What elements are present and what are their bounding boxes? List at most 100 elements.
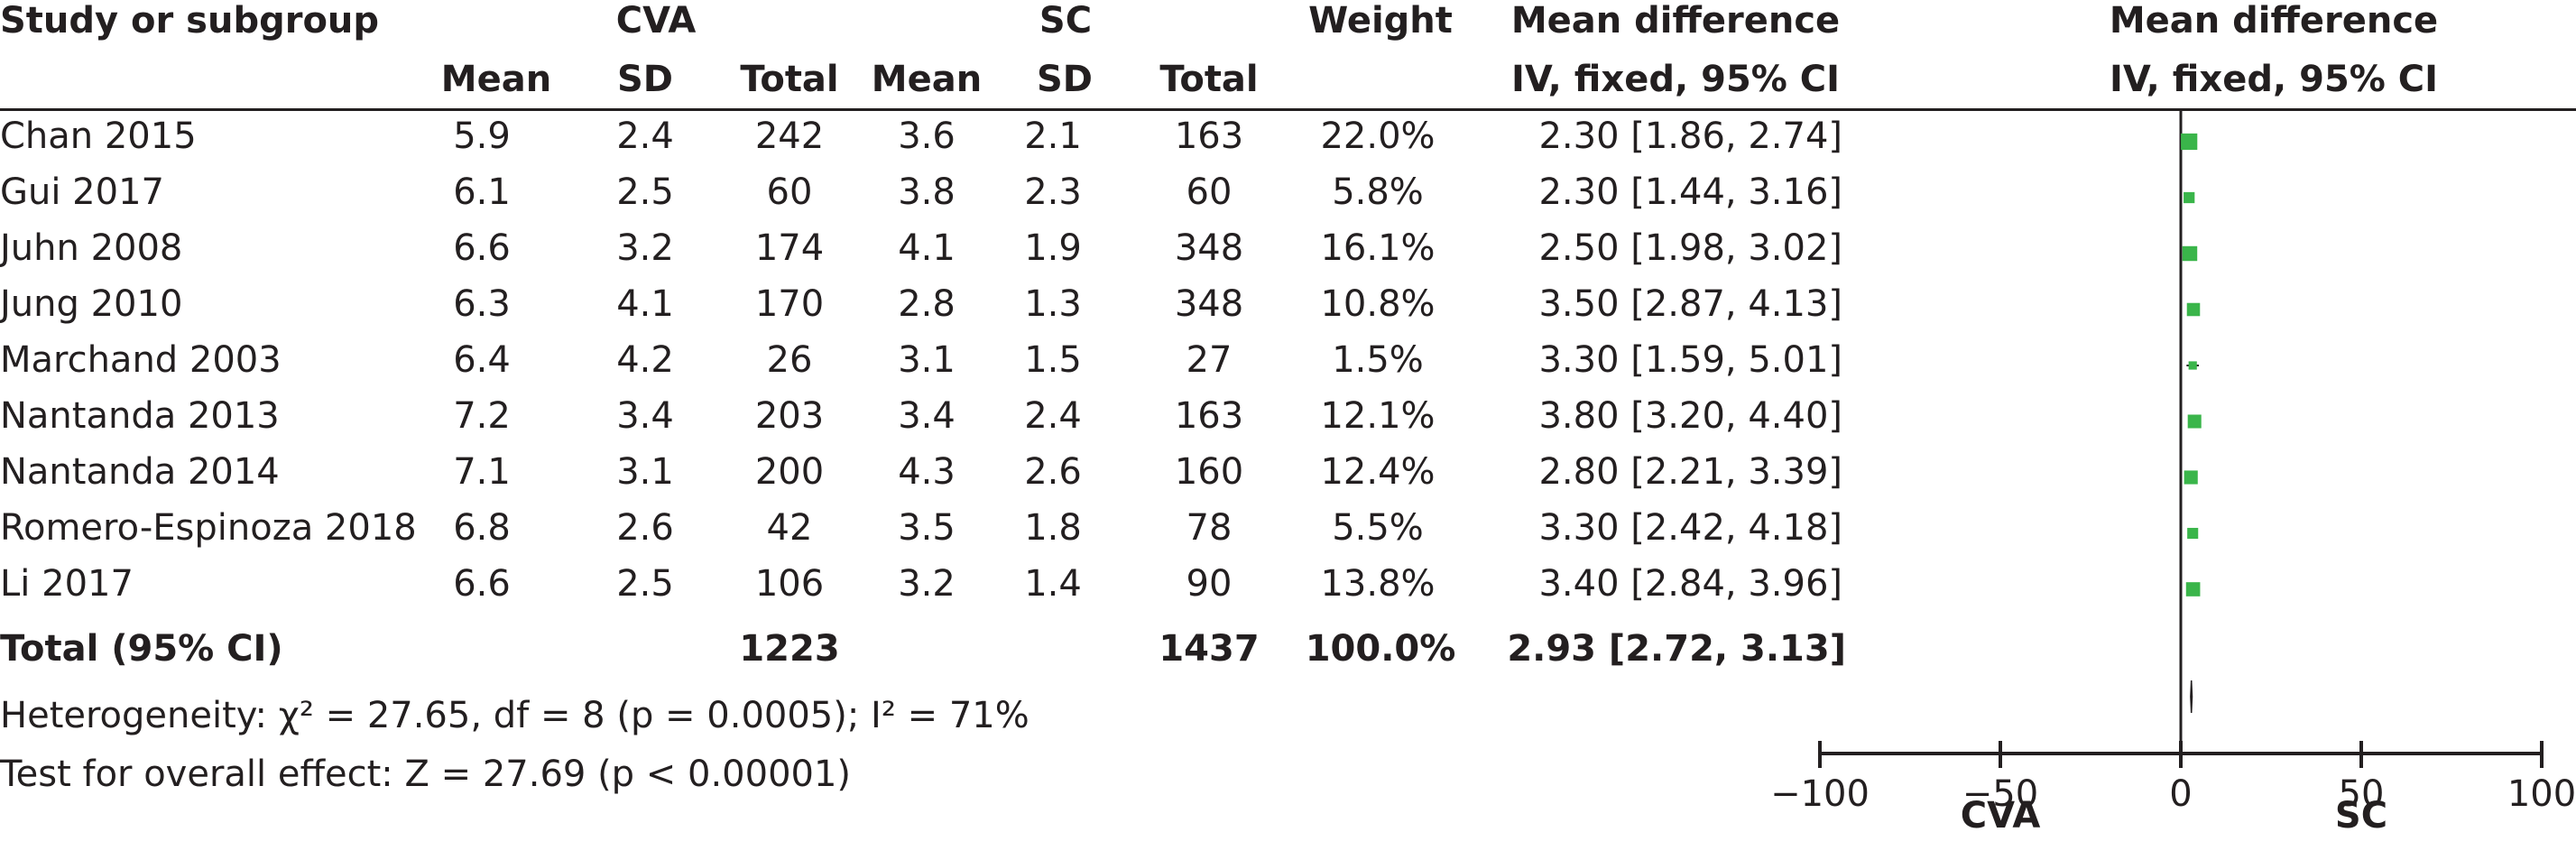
cva-total-sum: 1223 <box>739 628 840 670</box>
study-name: Chan 2015 <box>0 116 197 157</box>
cva-mean: 6.4 <box>453 339 511 381</box>
mean-difference-ci: 3.30 [2.42, 4.18] <box>1538 507 1842 549</box>
sc-total-header: Total <box>1159 59 1259 100</box>
x-tick-label: 0 <box>2169 773 2192 815</box>
overall-effect-text: Test for overall effect: Z = 27.69 (p < … <box>0 754 852 795</box>
cva-total: 26 <box>766 339 813 381</box>
weight: 5.5% <box>1332 507 1424 549</box>
cva-total: 106 <box>754 563 825 605</box>
sc-mean-header: Mean <box>871 59 983 100</box>
study-marker <box>2186 302 2201 317</box>
sc-sd: 1.5 <box>1024 339 1082 381</box>
cva-mean: 6.6 <box>453 563 511 605</box>
md-header: Mean difference <box>1510 0 1841 42</box>
sc-sd: 2.6 <box>1024 451 1082 493</box>
study-name: Romero-Espinoza 2018 <box>0 507 417 549</box>
cva-total: 60 <box>766 171 813 213</box>
sc-total: 348 <box>1174 283 1244 325</box>
sc-mean: 3.1 <box>898 339 956 381</box>
cva-sd: 4.1 <box>616 283 674 325</box>
mean-difference-ci: 3.80 [3.20, 4.40] <box>1538 395 1842 437</box>
cva-total: 174 <box>754 227 825 269</box>
cva-total: 170 <box>754 283 825 325</box>
cva-mean: 7.1 <box>453 451 511 493</box>
mean-difference-ci: 2.30 [1.86, 2.74] <box>1538 116 1842 157</box>
mean-difference-ci: 3.40 [2.84, 3.96] <box>1538 563 1842 605</box>
study-marker <box>2187 527 2199 540</box>
total-weight: 100.0% <box>1305 628 1456 670</box>
x-tick-label: 100 <box>2507 773 2576 815</box>
weight: 5.8% <box>1332 171 1424 213</box>
study-marker <box>2185 582 2201 596</box>
sc-mean: 3.6 <box>898 116 956 157</box>
study-name: Li 2017 <box>0 563 134 605</box>
cva-sd: 2.5 <box>616 563 674 605</box>
sc-sd: 2.4 <box>1024 395 1082 437</box>
mean-difference-ci: 3.30 [1.59, 5.01] <box>1538 339 1842 381</box>
weight: 10.8% <box>1320 283 1436 325</box>
pooled-mean-difference-ci: 2.93 [2.72, 3.13] <box>1507 628 1846 670</box>
cva-sd: 3.1 <box>616 451 674 493</box>
weight: 16.1% <box>1320 227 1436 269</box>
sc-total: 163 <box>1174 116 1244 157</box>
cva-mean: 5.9 <box>453 116 511 157</box>
favours-sc-label: SC <box>2335 795 2387 837</box>
weight: 22.0% <box>1320 116 1436 157</box>
cva-total: 200 <box>754 451 825 493</box>
cva-sd-header: SD <box>616 59 674 100</box>
weight: 12.1% <box>1320 395 1436 437</box>
weight: 12.4% <box>1320 451 1436 493</box>
cva-sd: 3.2 <box>616 227 674 269</box>
sc-sd-header: SD <box>1036 59 1094 100</box>
cva-mean: 6.8 <box>453 507 511 549</box>
cva-mean: 6.3 <box>453 283 511 325</box>
sc-sd: 2.3 <box>1024 171 1082 213</box>
x-tick-label: −100 <box>1770 773 1870 815</box>
sc-total-sum: 1437 <box>1159 628 1260 670</box>
study-marker <box>2182 245 2198 262</box>
cva-mean: 6.1 <box>453 171 511 213</box>
sc-mean: 4.1 <box>898 227 956 269</box>
study-name: Nantanda 2014 <box>0 451 280 493</box>
sc-mean: 3.8 <box>898 171 956 213</box>
pooled-diamond <box>2190 680 2193 714</box>
sc-total: 163 <box>1174 395 1244 437</box>
cva-sd: 2.5 <box>616 171 674 213</box>
sc-sd: 1.4 <box>1024 563 1082 605</box>
cva-sd: 3.4 <box>616 395 674 437</box>
sc-mean: 4.3 <box>898 451 956 493</box>
sc-sd: 1.8 <box>1024 507 1082 549</box>
cva-total: 42 <box>766 507 813 549</box>
cva-mean: 6.6 <box>453 227 511 269</box>
study-marker <box>2181 133 2198 151</box>
x-tick-label: −50 <box>1962 773 2038 815</box>
sc-total: 78 <box>1186 507 1233 549</box>
cva-sd: 2.6 <box>616 507 674 549</box>
sc-total: 160 <box>1174 451 1244 493</box>
sc-sd: 1.9 <box>1024 227 1082 269</box>
plot-header: Mean difference <box>2109 0 2439 42</box>
study-name: Marchand 2003 <box>0 339 282 381</box>
mean-difference-ci: 2.80 [2.21, 3.39] <box>1538 451 1842 493</box>
sc-group-header: SC <box>1039 0 1093 42</box>
weight: 13.8% <box>1320 563 1436 605</box>
study-name: Jung 2010 <box>0 283 183 325</box>
cva-total: 203 <box>754 395 825 437</box>
study-column-header: Study or subgroup <box>0 0 380 42</box>
sc-total: 90 <box>1186 563 1233 605</box>
mean-difference-ci: 2.50 [1.98, 3.02] <box>1538 227 1842 269</box>
cva-group-header: CVA <box>615 0 697 42</box>
study-name: Juhn 2008 <box>0 227 183 269</box>
mean-difference-ci: 2.30 [1.44, 3.16] <box>1538 171 1842 213</box>
cva-sd: 2.4 <box>616 116 674 157</box>
sc-total: 27 <box>1186 339 1233 381</box>
favours-cva-label: CVA <box>1961 795 2041 837</box>
x-tick-label: 50 <box>2339 773 2385 815</box>
sc-sd: 2.1 <box>1024 116 1082 157</box>
weight: 1.5% <box>1332 339 1424 381</box>
sc-mean: 3.4 <box>898 395 956 437</box>
study-marker <box>2184 191 2195 204</box>
cva-total: 242 <box>754 116 825 157</box>
mean-difference-ci: 3.50 [2.87, 4.13] <box>1538 283 1842 325</box>
